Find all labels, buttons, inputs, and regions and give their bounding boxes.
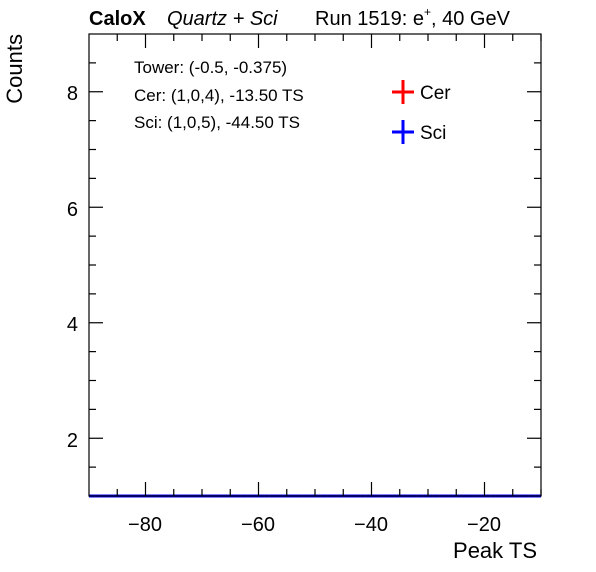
x-axis-label: Peak TS (453, 538, 537, 563)
x-tick-label: −20 (467, 514, 501, 536)
y-tick-label: 8 (67, 83, 78, 105)
y-tick-label: 4 (67, 314, 78, 336)
info-line-cer: Cer: (1,0,4), -13.50 TS (134, 86, 304, 105)
x-tick-labels: −80 −60 −40 −20 (128, 514, 501, 536)
y-tick-label: 2 (67, 430, 78, 452)
legend-marker-sci (392, 120, 414, 144)
legend-label-sci: Sci (420, 123, 446, 144)
run-info-superscript: + (424, 5, 431, 19)
chart-brand: CaloX (89, 8, 146, 30)
tick-layer (89, 34, 542, 496)
x-tick-label: −80 (128, 514, 162, 536)
chart-subtitle: Quartz + Sci (167, 8, 278, 30)
y-tick-label: 6 (67, 199, 78, 221)
info-line-tower: Tower: (-0.5, -0.375) (134, 58, 287, 77)
y-tick-labels: 2 4 6 8 (67, 83, 78, 452)
info-box (121, 50, 381, 146)
run-info: Run 1519: e+, 40 GeV (315, 5, 511, 30)
legend-marker-cer (392, 80, 414, 104)
y-axis-label: Counts (2, 34, 27, 104)
x-tick-label: −40 (354, 514, 388, 536)
run-info-suffix: , 40 GeV (431, 8, 511, 30)
x-tick-label: −60 (241, 514, 275, 536)
legend: Cer Sci (392, 80, 451, 144)
legend-label-cer: Cer (420, 83, 451, 104)
info-line-sci: Sci: (1,0,5), -44.50 TS (134, 113, 300, 132)
run-info-prefix: Run 1519: e (315, 8, 424, 30)
